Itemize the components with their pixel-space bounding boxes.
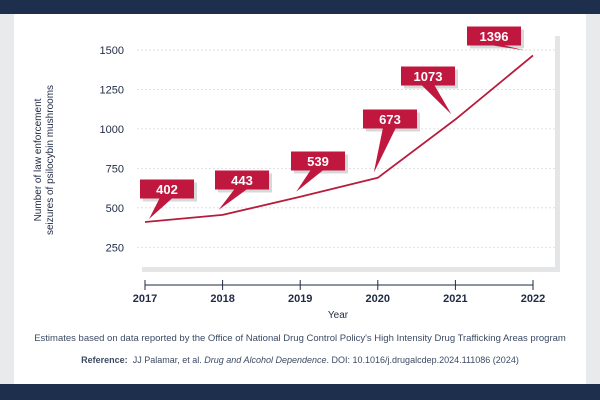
y-tick-label: 1500 [100, 45, 124, 57]
callout-box [215, 170, 269, 190]
y-tick-label: 1000 [100, 124, 124, 136]
source-note: Estimates based on data reported by the … [34, 333, 566, 344]
callout-pointer [149, 197, 173, 220]
callout-pointer [373, 127, 396, 173]
data-label: 1073 [414, 69, 443, 84]
data-callout: 539 [291, 151, 348, 192]
y-axis-label-line-1: Number of law enforcement [33, 98, 44, 221]
data-callout: 1396 [467, 26, 525, 51]
series-line [144, 54, 534, 223]
callout-pointer [421, 84, 452, 115]
y-axis-label-line-2: seizures of psilocybin mushrooms [45, 85, 56, 235]
x-tick-label: 2020 [366, 293, 390, 305]
data-label: 539 [307, 154, 329, 169]
data-callout: 673 [363, 109, 420, 173]
data-callout: 443 [215, 170, 272, 210]
callout-box [467, 26, 521, 46]
data-callout: 1073 [401, 66, 458, 115]
x-axis-label: Year [328, 310, 349, 321]
top-frame-bar [0, 0, 600, 14]
callout-pointer [487, 44, 525, 51]
reference-authors: JJ Palamar, et al. [132, 355, 202, 365]
x-tick-label: 2018 [210, 293, 234, 305]
data-label: 402 [156, 182, 178, 197]
y-tick-label: 750 [106, 163, 124, 175]
data-label: 1396 [480, 29, 509, 44]
callout-box [363, 109, 417, 129]
callout-pointer [218, 188, 248, 210]
reference-doi: . DOI: 10.1016/j.drugalcdep.2024.111086 … [326, 355, 519, 365]
data-callout: 402 [140, 179, 197, 220]
plot-area [137, 31, 555, 267]
x-tick-label: 2019 [288, 293, 312, 305]
data-label: 673 [379, 112, 401, 127]
bottom-frame-bar [0, 384, 600, 400]
y-tick-label: 1250 [100, 84, 124, 96]
data-label: 443 [231, 173, 253, 188]
callout-pointer [296, 169, 324, 192]
x-tick-label: 2022 [521, 293, 545, 305]
reference-label: Reference: [81, 355, 128, 365]
reference-citation: Reference: JJ Palamar, et al. Drug and A… [0, 355, 600, 365]
callout-box [291, 151, 345, 171]
callout-box [401, 66, 455, 86]
x-tick-label: 2017 [133, 293, 157, 305]
callout-box [140, 179, 194, 199]
x-tick-label: 2021 [443, 293, 467, 305]
reference-journal: Drug and Alcohol Dependence [204, 355, 327, 365]
y-tick-label: 250 [106, 242, 124, 254]
y-tick-label: 500 [106, 203, 124, 215]
